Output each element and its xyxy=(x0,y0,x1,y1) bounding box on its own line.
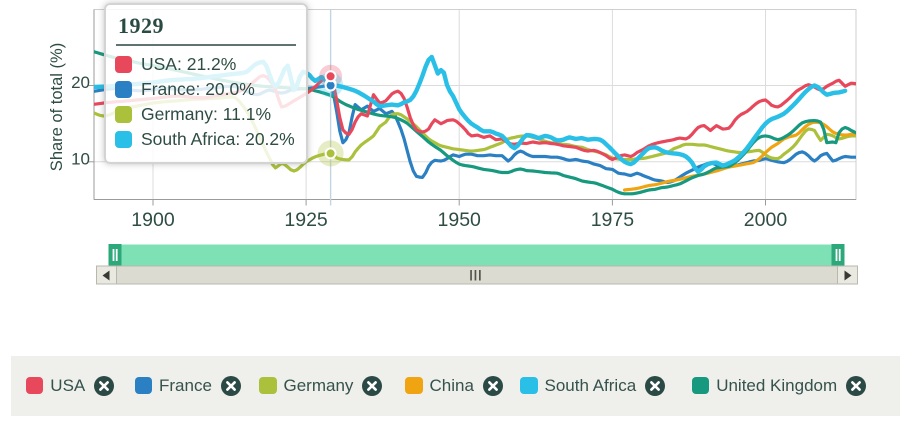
svg-text:1900: 1900 xyxy=(131,209,175,231)
svg-text:1975: 1975 xyxy=(591,209,635,231)
svg-text:1925: 1925 xyxy=(284,209,328,231)
svg-text:20: 20 xyxy=(71,73,90,92)
svg-text:Share of total (%): Share of total (%) xyxy=(48,43,66,171)
svg-text:1950: 1950 xyxy=(438,209,482,231)
svg-text:10: 10 xyxy=(71,149,90,168)
svg-text:2000: 2000 xyxy=(744,209,788,231)
